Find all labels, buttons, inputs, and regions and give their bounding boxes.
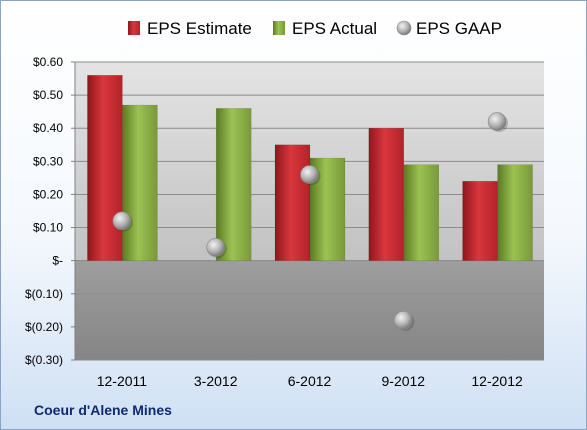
company-name: Coeur d'Alene Mines	[34, 402, 172, 418]
y-tick-label: $0.40	[33, 121, 63, 135]
legend-eps-actual-swatch	[273, 21, 285, 35]
bars	[87, 74, 533, 261]
eps-actual-bar	[122, 104, 158, 261]
y-tick-label: $0.20	[33, 187, 63, 201]
legend-eps-estimate-swatch	[128, 21, 140, 35]
eps-estimate-bar	[368, 127, 405, 261]
eps-estimate-bar	[462, 180, 498, 261]
legend-eps-gaap-swatch	[396, 20, 412, 36]
y-tick-label: $0.60	[33, 55, 63, 69]
y-tick-label: $(0.30)	[25, 353, 63, 367]
eps-gaap-marker	[393, 310, 413, 330]
x-category-label: 12-2011	[97, 373, 148, 389]
eps-estimate-bar	[87, 74, 123, 261]
y-tick-label: $0.30	[33, 154, 63, 168]
y-tick-label: $(0.20)	[25, 320, 63, 334]
plot-area-negative	[75, 260, 544, 360]
x-category-label: 12-2012	[471, 373, 523, 389]
eps-gaap-marker	[487, 112, 507, 131]
x-category-label: 3-2012	[194, 373, 238, 389]
eps-actual-bar	[497, 164, 533, 261]
y-tick-label: $(0.10)	[25, 287, 63, 301]
x-category-label: 6-2012	[288, 373, 332, 389]
y-axis: $0.60 $0.50 $0.40 $0.30 $0.20 $0.10 $- $(0.10) $…	[25, 55, 76, 367]
gaap-markers	[112, 112, 509, 331]
eps-actual-bar	[403, 164, 440, 261]
legend-eps-estimate-label: EPS Estimate	[147, 19, 252, 38]
eps-gaap-marker	[112, 211, 132, 231]
legend-eps-actual-label: EPS Actual	[292, 19, 377, 38]
eps-gaap-marker	[206, 238, 225, 257]
y-tick-label: $0.50	[33, 88, 63, 102]
x-axis: 12-2011 3-2012 6-2012 9-2012 12-2012	[97, 373, 523, 389]
eps-estimate-bar	[274, 144, 311, 261]
eps-gaap-marker	[300, 165, 319, 184]
legend: EPS Estimate EPS Actual EPS GAAP	[128, 19, 502, 38]
y-tick-label: $-	[52, 254, 63, 268]
legend-eps-gaap-label: EPS GAAP	[416, 19, 502, 38]
y-tick-label: $0.10	[33, 221, 63, 235]
eps-actual-bar	[215, 108, 252, 261]
x-category-label: 9-2012	[382, 373, 426, 389]
